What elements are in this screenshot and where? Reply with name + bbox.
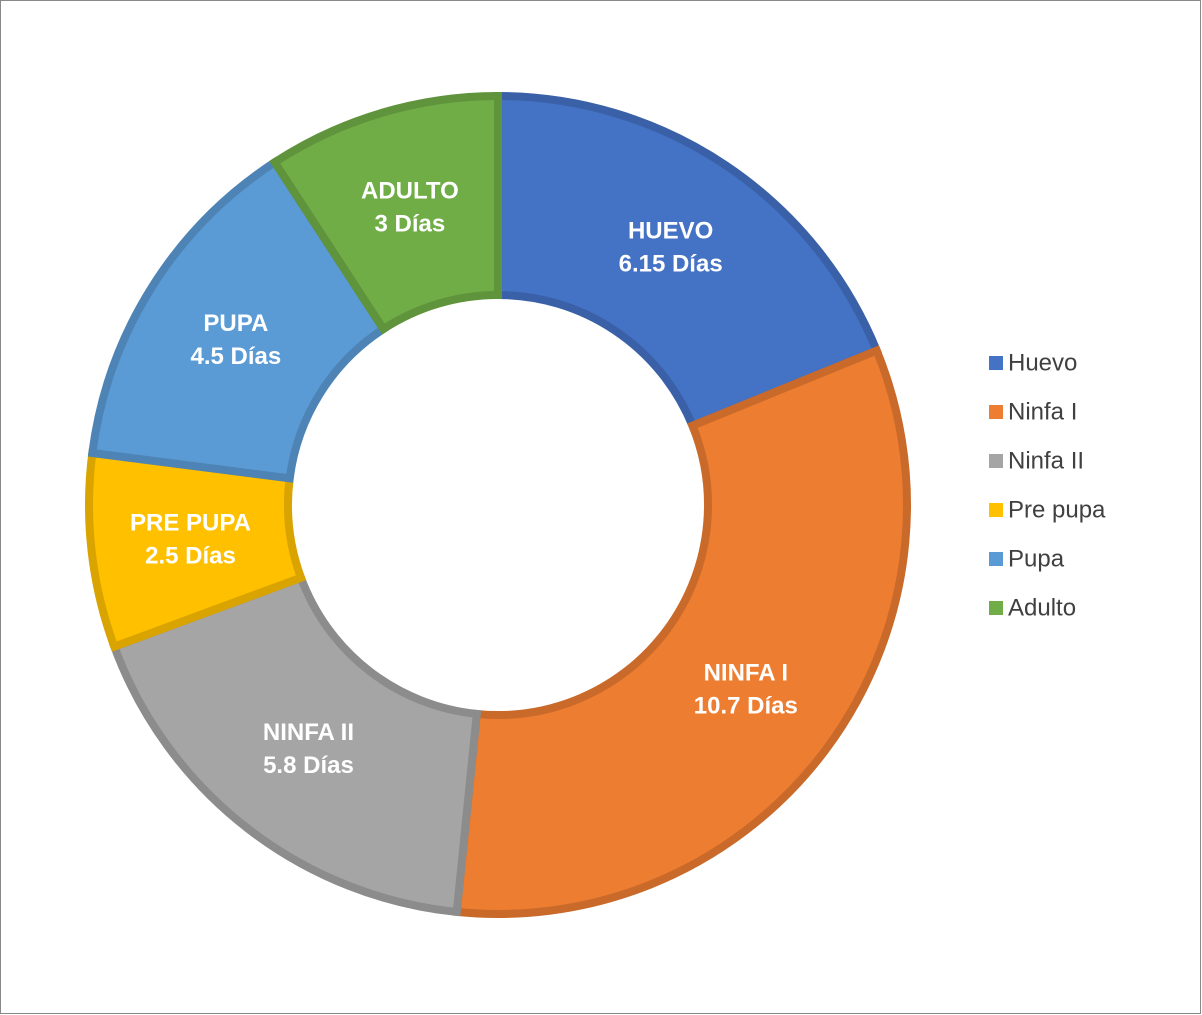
legend-swatch <box>989 503 1003 517</box>
legend-label: Pre pupa <box>1008 496 1106 523</box>
data-label-value: 10.7 Días <box>694 693 798 720</box>
legend-swatch <box>989 601 1003 615</box>
data-label-name: HUEVO <box>628 217 713 244</box>
data-label-name: PRE PUPA <box>130 509 251 536</box>
data-label-value: 4.5 Días <box>190 343 281 370</box>
legend-label: Adulto <box>1008 594 1076 621</box>
legend-label: Ninfa I <box>1008 398 1077 425</box>
legend-swatch <box>989 356 1003 370</box>
legend-label: Pupa <box>1008 545 1065 572</box>
legend-swatch <box>989 405 1003 419</box>
donut-segment <box>109 572 482 917</box>
donut-segment <box>269 91 502 335</box>
data-label-value: 2.5 Días <box>145 542 236 569</box>
donut-segment <box>87 156 389 483</box>
legend-swatch <box>989 454 1003 468</box>
legend-swatch <box>989 552 1003 566</box>
data-label-value: 5.8 Días <box>263 752 354 779</box>
donut-segment <box>494 91 882 431</box>
data-label-value: 6.15 Días <box>619 250 723 277</box>
legend-label: Ninfa II <box>1008 447 1084 474</box>
donut-segment <box>452 345 911 918</box>
data-label-name: NINFA II <box>263 719 354 746</box>
data-label-value: 3 Días <box>375 211 446 238</box>
data-label-name: NINFA I <box>704 660 788 687</box>
data-label-name: PUPA <box>203 310 268 337</box>
legend-label: Huevo <box>1008 349 1077 376</box>
data-label-name: ADULTO <box>361 178 459 205</box>
